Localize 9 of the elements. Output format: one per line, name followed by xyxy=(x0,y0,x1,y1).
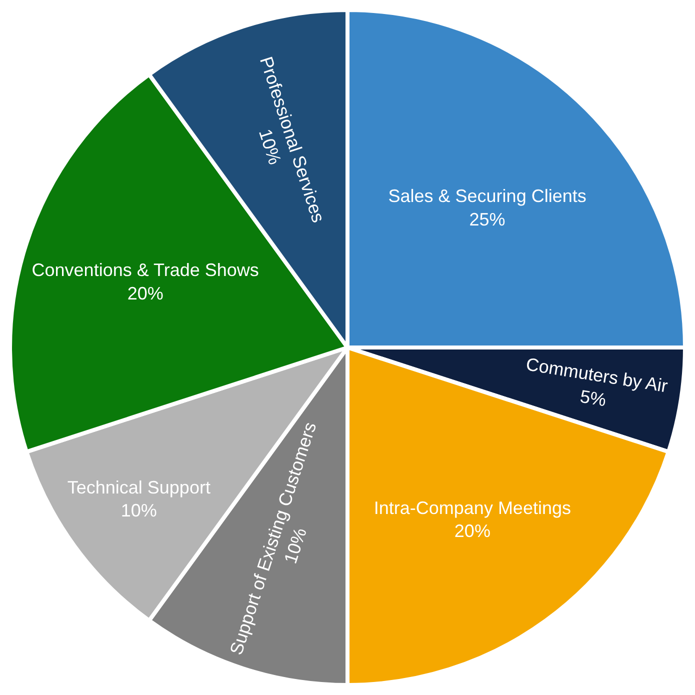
data-label: 25% xyxy=(469,209,506,230)
data-label: 20% xyxy=(127,284,164,304)
data-label: 5% xyxy=(578,386,608,410)
slice-label: Conventions & Trade Shows xyxy=(32,260,259,280)
slice-label: Technical Support xyxy=(67,477,210,498)
slice-label: Sales & Securing Clients xyxy=(388,186,586,206)
data-label: 10% xyxy=(120,500,157,521)
data-label: 20% xyxy=(454,521,490,542)
slice-label: Intra-Company Meetings xyxy=(374,498,571,518)
